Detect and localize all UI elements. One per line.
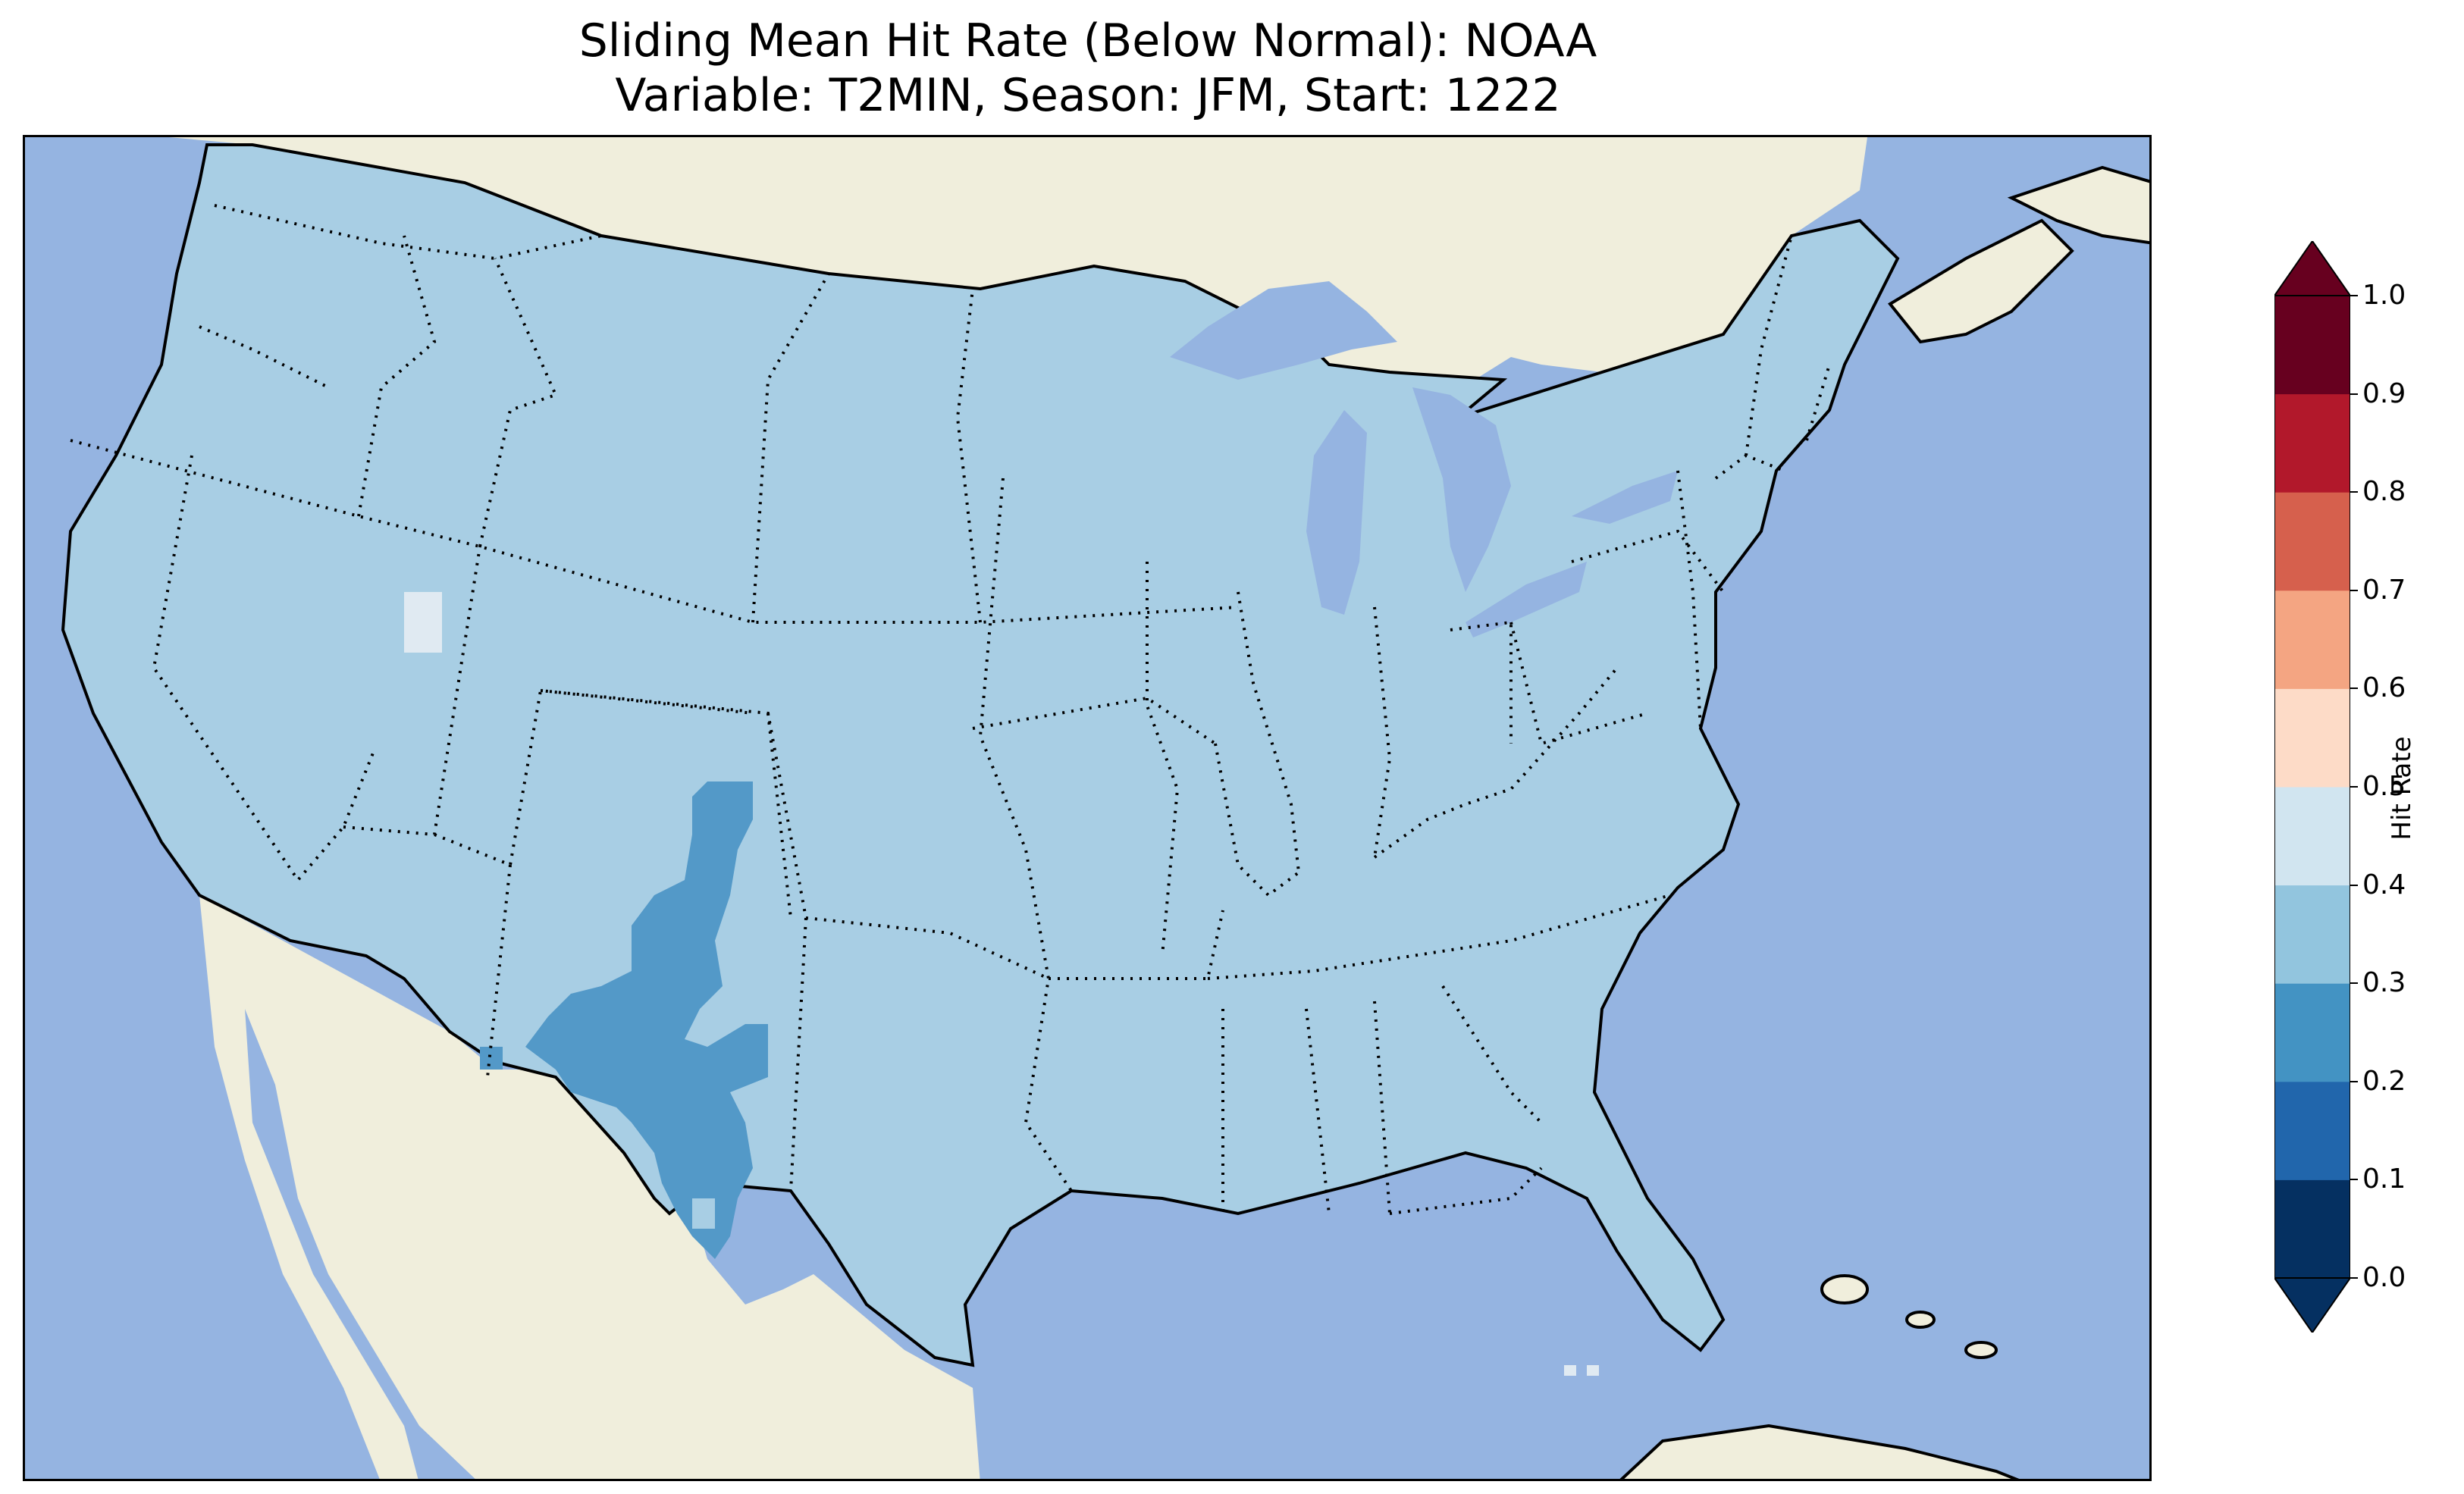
colorbar-tick-mark [2350, 1080, 2358, 1082]
lake-ontario [1572, 471, 1678, 524]
colorbar-tick-mark [2350, 687, 2358, 690]
colorbar-under-arrow [2274, 1278, 2350, 1333]
bahamas-island [1820, 1274, 1869, 1305]
colorbar-tick-label: 0.0 [2362, 1262, 2406, 1293]
title-line-2: Variable: T2MIN, Season: JFM, Start: 122… [615, 69, 1561, 122]
colorbar-bin [2274, 688, 2350, 788]
bahamas-island [1905, 1311, 1936, 1329]
maritime-land [2007, 165, 2149, 245]
colorbar-tick-mark [2350, 491, 2358, 493]
colorbar-bin [2274, 787, 2350, 886]
map-panel [23, 135, 2152, 1481]
colorbar-tick-label: 0.1 [2362, 1164, 2406, 1195]
colorbar-tick-label: 0.4 [2362, 869, 2406, 900]
colorbar-tick-label: 0.5 [2362, 771, 2406, 802]
colorbar-bin [2274, 590, 2350, 689]
colorbar-tick-mark [2350, 786, 2358, 788]
colorbar [2274, 241, 2350, 1333]
colorbar-bin [2274, 1081, 2350, 1180]
texas-hitrate-cell [692, 1198, 715, 1229]
colorbar-tick-mark [2350, 884, 2358, 886]
colorbar-tick-mark [2350, 295, 2358, 296]
colorbar-tick-label: 0.8 [2362, 476, 2406, 508]
colorbar-bin [2274, 885, 2350, 984]
colorbar-tick-mark [2350, 589, 2358, 591]
keys-hitrate-cell [1587, 1365, 1599, 1376]
colorbar-bin [2274, 296, 2350, 395]
title-line-1: Sliding Mean Hit Rate (Below Normal): NO… [578, 14, 1597, 67]
colorbar-bin [2274, 983, 2350, 1082]
colorbar-tick-label: 0.2 [2362, 1065, 2406, 1097]
colorbar-tick-mark [2350, 982, 2358, 985]
colorbar-tick-mark [2350, 1277, 2358, 1279]
colorbar-tick-label: 0.9 [2362, 377, 2406, 409]
lake-michigan [1306, 410, 1367, 615]
colorbar-over-arrow [2274, 241, 2350, 296]
utah-hitrate-cell [404, 592, 442, 653]
colorbar-label: Hit Rate [2387, 736, 2417, 841]
colorbar-tick-label: 0.3 [2362, 967, 2406, 999]
map-canvas [61, 137, 2149, 1479]
colorbar-arrow-outline [2274, 241, 2350, 1333]
nm-hitrate-cell [480, 1047, 503, 1070]
keys-hitrate-cell [1564, 1365, 1576, 1376]
colorbar-bin [2274, 393, 2350, 493]
lake-huron [1412, 387, 1511, 592]
mexico-land [199, 895, 980, 1479]
colorbar-tick-label: 0.6 [2362, 672, 2406, 704]
colorbar-tick-label: 1.0 [2362, 280, 2406, 311]
state-borders [70, 204, 1831, 1215]
cuba-land [1619, 1424, 2020, 1479]
colorbar-tick-mark [2350, 393, 2358, 395]
lake-superior [1170, 281, 1397, 380]
colorbar-bin [2274, 1179, 2350, 1279]
bahamas-island [1964, 1341, 1998, 1359]
colorbar-tick-label: 0.7 [2362, 574, 2406, 606]
colorbar-tick-mark [2350, 1179, 2358, 1181]
maritime-land [1888, 218, 2074, 344]
lake-erie [1466, 562, 1587, 637]
colorbar-outline [2274, 295, 2350, 1279]
map-title: Sliding Mean Hit Rate (Below Normal): NO… [23, 14, 2153, 123]
nm-texas-hitrate-region [525, 781, 768, 1259]
colorbar-bin [2274, 492, 2350, 591]
canada-land [169, 137, 1867, 607]
